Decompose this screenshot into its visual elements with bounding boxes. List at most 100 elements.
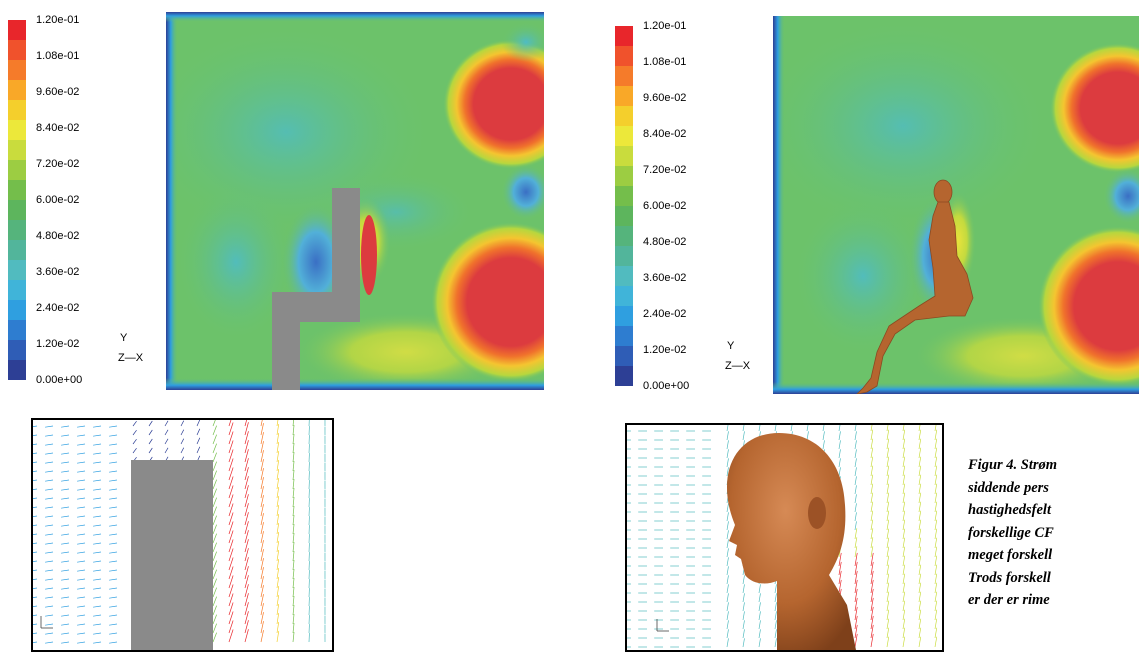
- velocity-vector: [45, 588, 53, 589]
- velocity-vector: [775, 584, 776, 593]
- velocity-vector: [61, 498, 69, 499]
- velocity-vector: [935, 502, 937, 512]
- velocity-vector: [93, 606, 101, 607]
- velocity-vector: [293, 587, 294, 597]
- velocity-vector: [61, 444, 69, 445]
- velocity-vector: [759, 629, 760, 638]
- velocity-vector: [887, 529, 889, 539]
- velocity-vector: [61, 552, 69, 553]
- velocity-vector: [45, 597, 53, 598]
- legend-swatch: [615, 226, 633, 246]
- velocity-vector: [213, 597, 217, 606]
- velocity-vector: [33, 588, 37, 589]
- velocity-vector: [61, 462, 69, 463]
- velocity-vector: [887, 484, 889, 494]
- velocity-vector: [293, 434, 294, 444]
- velocity-vector: [93, 525, 101, 526]
- velocity-vector: [727, 449, 728, 458]
- velocity-vector: [109, 570, 117, 571]
- legend-swatch: [615, 26, 633, 46]
- velocity-vector: [33, 444, 37, 445]
- velocity-vector: [293, 443, 294, 453]
- velocity-vector: [61, 624, 69, 625]
- velocity-vector: [935, 574, 937, 584]
- velocity-vector: [727, 431, 728, 440]
- velocity-vector: [903, 574, 905, 584]
- velocity-vector: [919, 439, 921, 449]
- legend-swatch: [615, 86, 633, 106]
- velocity-vector: [93, 552, 101, 553]
- velocity-vector: [149, 421, 152, 426]
- velocity-vector: [727, 548, 728, 557]
- velocity-vector: [935, 475, 937, 485]
- velocity-vector: [109, 480, 117, 481]
- velocity-vector: [109, 606, 117, 607]
- velocity-vector: [45, 561, 53, 562]
- legend-tick-label: 1.08e-01: [643, 56, 686, 68]
- legend-swatch: [615, 346, 633, 366]
- velocity-vector: [775, 629, 776, 638]
- velocity-vector: [61, 534, 69, 535]
- velocity-vector: [61, 588, 69, 589]
- velocity-vector: [93, 444, 101, 445]
- vector-field-left: [33, 420, 332, 650]
- velocity-vector: [293, 560, 294, 570]
- velocity-vector: [855, 449, 856, 458]
- velocity-vector: [109, 615, 117, 616]
- velocity-vector: [855, 503, 856, 512]
- velocity-vector: [935, 511, 937, 521]
- velocity-vector: [61, 543, 69, 544]
- velocity-vector: [855, 476, 856, 485]
- velocity-vector: [759, 593, 760, 602]
- velocity-vector: [93, 471, 101, 472]
- velocity-vector: [871, 511, 873, 521]
- axis-y-label: Y: [120, 332, 143, 344]
- velocity-vector: [33, 561, 37, 562]
- velocity-vector: [165, 421, 168, 426]
- velocity-vector: [919, 493, 921, 503]
- legend-tick-label: 1.20e-01: [643, 20, 686, 32]
- velocity-vector: [197, 447, 200, 453]
- velocity-vector: [919, 583, 921, 593]
- legend-tick-label: 0.00e+00: [643, 380, 689, 392]
- velocity-vector: [197, 429, 200, 435]
- velocity-vector: [109, 462, 117, 463]
- velocity-vector: [77, 633, 85, 634]
- velocity-vector: [33, 525, 37, 526]
- velocity-vector: [919, 556, 921, 566]
- velocity-vector: [919, 601, 921, 611]
- velocity-vector: [77, 498, 85, 499]
- velocity-vector: [109, 534, 117, 535]
- velocity-vector: [33, 480, 37, 481]
- velocity-vector: [903, 628, 905, 638]
- velocity-vector: [823, 425, 824, 431]
- velocity-vector: [919, 484, 921, 494]
- velocity-vector: [887, 619, 889, 629]
- velocity-vector: [213, 426, 217, 435]
- legend-tick-label: 2.40e-02: [36, 302, 79, 314]
- velocity-vector: [109, 435, 117, 436]
- velocity-vector: [61, 507, 69, 508]
- velocity-vector: [77, 471, 85, 472]
- velocity-vector: [855, 512, 856, 521]
- velocity-vector: [61, 489, 69, 490]
- velocity-vector: [45, 426, 53, 427]
- velocity-vector: [759, 425, 760, 431]
- legend-swatch: [615, 166, 633, 186]
- velocity-vector: [903, 610, 905, 620]
- velocity-vector: [839, 431, 840, 440]
- velocity-vector: [727, 539, 728, 548]
- velocity-vector: [33, 552, 37, 553]
- legend-swatch: [8, 280, 26, 300]
- legend-tick-label: 6.00e-02: [643, 200, 686, 212]
- legend-tick-label: 7.20e-02: [36, 158, 79, 170]
- legend-swatch: [8, 140, 26, 160]
- legend-swatch: [8, 20, 26, 40]
- velocity-vector: [935, 493, 937, 503]
- velocity-vector: [823, 431, 824, 440]
- velocity-vector: [77, 570, 85, 571]
- velocity-vector: [887, 502, 889, 512]
- velocity-vector: [61, 516, 69, 517]
- velocity-vector: [181, 421, 184, 426]
- velocity-vector: [33, 534, 37, 535]
